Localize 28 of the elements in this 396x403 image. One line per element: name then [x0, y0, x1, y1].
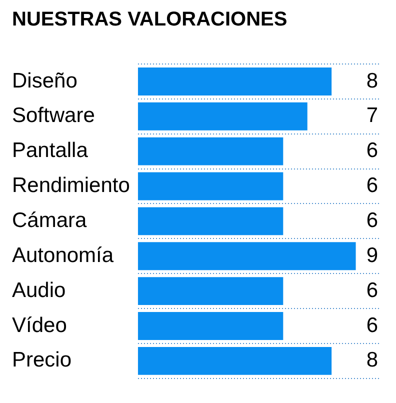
data-label: 9 — [366, 244, 378, 267]
bar — [138, 172, 284, 200]
bar — [138, 137, 284, 166]
chart-title: NUESTRAS VALORACIONES — [12, 8, 288, 31]
bar — [138, 312, 284, 340]
y-tick-label: Vídeo — [12, 314, 67, 337]
y-tick-label: Pantalla — [12, 139, 88, 162]
data-label: 6 — [366, 314, 378, 337]
data-label: 6 — [366, 278, 378, 302]
data-label: 6 — [366, 208, 378, 232]
data-label: 6 — [366, 139, 378, 162]
y-tick-label: Software — [12, 104, 95, 128]
y-tick-label: Audio — [12, 278, 66, 302]
bar — [138, 346, 332, 375]
y-tick-label: Precio — [12, 348, 72, 372]
bar — [138, 207, 284, 236]
data-label: 8 — [366, 348, 378, 372]
data-label: 6 — [366, 174, 378, 198]
y-tick-label: Rendimiento — [12, 174, 130, 198]
bar — [138, 102, 308, 130]
data-label: 7 — [366, 104, 378, 128]
data-label: 8 — [366, 69, 378, 92]
y-tick-label: Diseño — [12, 69, 78, 92]
y-tick-label: Cámara — [12, 208, 88, 232]
bar — [138, 242, 356, 270]
y-tick-label: Autonomía — [12, 244, 114, 267]
bar — [138, 67, 332, 96]
bar — [138, 277, 284, 306]
